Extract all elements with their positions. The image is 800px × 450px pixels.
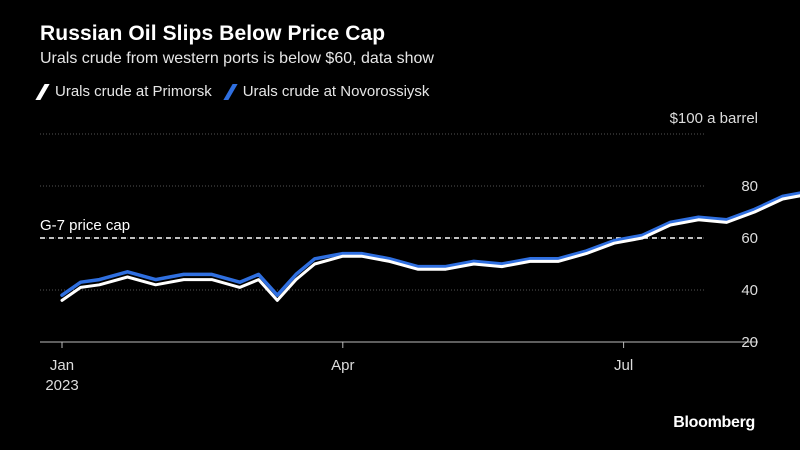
- x-tick-year-2023: 2023: [45, 377, 78, 394]
- x-tick-label-jul: Jul: [614, 357, 633, 374]
- price-cap-label: G-7 price cap: [40, 217, 130, 234]
- x-tick-label-apr: Apr: [331, 357, 354, 374]
- y-tick-label-60: 60: [741, 230, 758, 247]
- y-tick-label-40: 40: [741, 282, 758, 299]
- legend-label-novorossiysk: Urals crude at Novorossiysk: [242, 83, 430, 100]
- legend: Urals crude at Primorsk Urals crude at N…: [35, 83, 430, 100]
- y-tick-label-80: 80: [741, 178, 758, 195]
- series-line-novorossiysk: [60, 191, 800, 297]
- bloomberg-logo: Bloomberg: [673, 414, 755, 431]
- y-unit-label: $100 a barrel: [670, 110, 758, 127]
- legend-label-primorsk: Urals crude at Primorsk: [55, 83, 212, 100]
- legend-item-novorossiysk: Urals crude at Novorossiysk: [223, 83, 430, 100]
- series-line-primorsk: [60, 194, 800, 302]
- legend-item-primorsk: Urals crude at Primorsk: [35, 83, 212, 100]
- y-tick-label-20: 20: [741, 334, 758, 351]
- chart-subtitle: Urals crude from western ports is below …: [40, 50, 434, 67]
- x-tick-label-jan: Jan: [50, 357, 74, 374]
- chart-title: Russian Oil Slips Below Price Cap: [40, 22, 386, 45]
